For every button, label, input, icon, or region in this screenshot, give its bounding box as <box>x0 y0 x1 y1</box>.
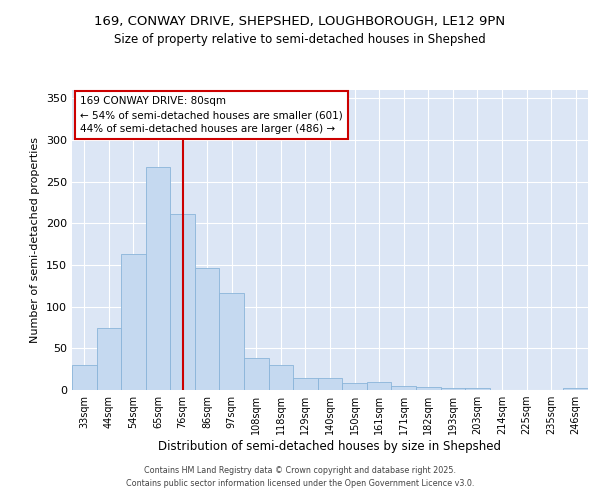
Bar <box>121 254 146 390</box>
Bar <box>465 388 490 390</box>
Bar <box>563 388 588 390</box>
Bar <box>342 382 367 390</box>
Text: Contains HM Land Registry data © Crown copyright and database right 2025.
Contai: Contains HM Land Registry data © Crown c… <box>126 466 474 487</box>
Text: Size of property relative to semi-detached houses in Shepshed: Size of property relative to semi-detach… <box>114 32 486 46</box>
Bar <box>97 328 121 390</box>
Bar <box>195 268 220 390</box>
Bar <box>440 388 465 390</box>
Bar <box>293 378 318 390</box>
Bar <box>146 166 170 390</box>
Bar <box>220 292 244 390</box>
Bar <box>72 365 97 390</box>
Bar <box>269 365 293 390</box>
Bar <box>318 378 342 390</box>
X-axis label: Distribution of semi-detached houses by size in Shepshed: Distribution of semi-detached houses by … <box>158 440 502 453</box>
Bar <box>244 358 269 390</box>
Text: 169, CONWAY DRIVE, SHEPSHED, LOUGHBOROUGH, LE12 9PN: 169, CONWAY DRIVE, SHEPSHED, LOUGHBOROUG… <box>94 15 506 28</box>
Bar <box>170 214 195 390</box>
Text: 169 CONWAY DRIVE: 80sqm
← 54% of semi-detached houses are smaller (601)
44% of s: 169 CONWAY DRIVE: 80sqm ← 54% of semi-de… <box>80 96 343 134</box>
Bar <box>416 386 440 390</box>
Bar <box>391 386 416 390</box>
Y-axis label: Number of semi-detached properties: Number of semi-detached properties <box>31 137 40 343</box>
Bar <box>367 382 391 390</box>
